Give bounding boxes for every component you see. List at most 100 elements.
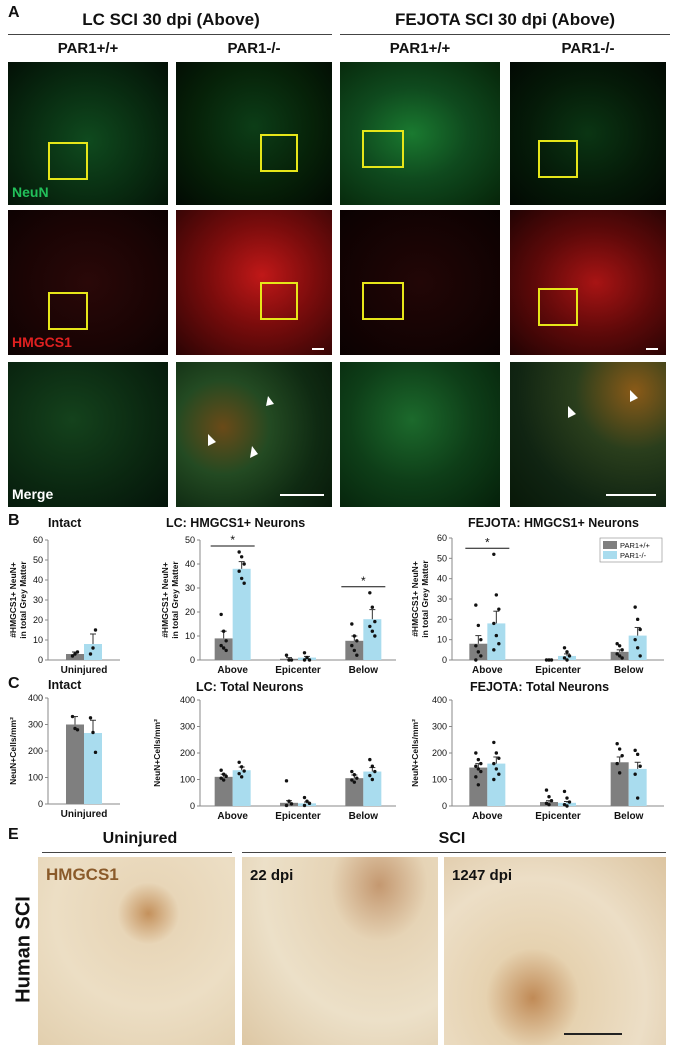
y-tick-label: 40: [33, 575, 43, 585]
data-point: [474, 658, 478, 662]
micrograph-hmgcs1-fejota-wt: [340, 210, 500, 355]
side-label-human-sci: Human SCI: [12, 896, 35, 1003]
data-point: [476, 783, 481, 787]
header-uninjured: Uninjured: [102, 830, 178, 847]
y-tick-label: 30: [437, 594, 447, 604]
data-point: [224, 774, 228, 779]
channel-label-hmgcs1: HMGCS1: [12, 334, 72, 350]
bar: [363, 771, 382, 806]
bar: [558, 655, 576, 660]
y-tick-label: 50: [33, 555, 43, 565]
inset-box: [362, 282, 404, 320]
data-point: [567, 654, 572, 658]
data-point: [544, 788, 549, 792]
data-point: [474, 764, 478, 768]
group-header-lc: LC SCI 30 dpi (Above): [82, 10, 260, 29]
scale-bar: [646, 348, 658, 350]
bar: [232, 568, 251, 660]
y-axis-label: NeuN+Cells/mm²: [8, 717, 18, 785]
column-header-fejota-wt: PAR1+/+: [389, 40, 451, 57]
data-point: [615, 761, 619, 766]
arrowhead-icon: [568, 406, 576, 418]
data-point: [242, 562, 246, 566]
data-point: [70, 714, 75, 719]
data-point: [305, 799, 309, 803]
group-header-fejota: FEJOTA SCI 30 dpi (Above): [394, 10, 616, 29]
data-point: [219, 612, 223, 617]
y-tick-label: 10: [437, 635, 447, 645]
data-point: [633, 772, 637, 776]
bar: [232, 770, 251, 806]
data-point: [302, 795, 307, 800]
arrowhead-icon: [630, 390, 638, 402]
data-point: [620, 648, 624, 652]
data-point: [75, 650, 80, 654]
data-point: [302, 658, 307, 662]
data-point: [617, 654, 622, 658]
data-point: [373, 619, 377, 624]
y-tick-label: 0: [442, 655, 447, 665]
data-point: [562, 646, 567, 650]
timepoint-label-1247dpi: 1247 dpi: [452, 867, 513, 884]
data-point: [492, 761, 496, 766]
chart-title-c-fejota: FEJOTA: Total Neurons: [470, 680, 610, 694]
y-tick-label: 40: [437, 574, 447, 584]
micrograph-neun-lc-ko: [176, 62, 332, 205]
data-point: [224, 639, 228, 643]
data-point: [307, 658, 312, 662]
data-point: [479, 637, 483, 642]
data-point: [547, 802, 551, 807]
header-sci: SCI: [438, 830, 466, 847]
y-tick-label: 0: [190, 801, 195, 811]
micrograph-merge-lc-wt: [8, 362, 168, 507]
data-point: [544, 658, 549, 662]
y-tick-label: 200: [28, 746, 43, 756]
bar: [363, 619, 382, 660]
group-rule-fejota: [340, 34, 670, 35]
chart-title-c-intact: Intact: [48, 678, 82, 692]
chart-title-b-fejota: FEJOTA: HMGCS1+ Neurons: [468, 516, 639, 530]
header-rule-uninjured: [42, 852, 232, 853]
data-point: [368, 757, 372, 762]
bar: [84, 644, 102, 660]
x-tick-label: Uninjured: [61, 665, 108, 676]
data-point: [633, 637, 637, 642]
data-point: [635, 796, 640, 800]
data-point: [302, 651, 307, 655]
chart-title-b-lc: LC: HMGCS1+ Neurons: [166, 516, 306, 530]
panel-label-a: A: [8, 4, 20, 21]
data-point: [617, 771, 622, 775]
data-point: [620, 753, 624, 758]
y-tick-label: 100: [432, 775, 447, 785]
data-point: [479, 769, 483, 774]
data-point: [287, 658, 291, 662]
micrograph-hmgcs1-lc-ko: [176, 210, 332, 355]
inset-box: [260, 282, 298, 320]
data-point: [368, 591, 372, 595]
data-point: [289, 658, 294, 662]
inset-box: [48, 292, 88, 330]
data-point: [479, 654, 483, 658]
y-tick-label: 200: [432, 748, 447, 758]
micrograph-merge-lc-ko: [176, 362, 332, 507]
data-point: [224, 648, 228, 653]
data-point: [567, 800, 572, 804]
y-tick-label: 10: [185, 631, 195, 641]
y-tick-label: 10: [33, 635, 43, 645]
data-point: [562, 789, 567, 794]
data-point: [497, 756, 501, 760]
data-point: [355, 653, 359, 657]
y-tick-label: 0: [38, 799, 43, 809]
inset-box: [362, 130, 404, 168]
channel-label-neun: NeuN: [12, 184, 49, 200]
inset-box: [48, 142, 88, 180]
bar: [487, 763, 506, 806]
y-tick-label: 40: [185, 559, 195, 569]
y-tick-label: 300: [28, 720, 43, 730]
data-point: [242, 769, 246, 773]
data-point: [544, 801, 549, 806]
data-point: [239, 765, 244, 769]
y-axis-label: #HMGCS1+ NeuN+: [8, 562, 18, 638]
data-point: [73, 726, 77, 731]
data-point: [547, 795, 551, 799]
